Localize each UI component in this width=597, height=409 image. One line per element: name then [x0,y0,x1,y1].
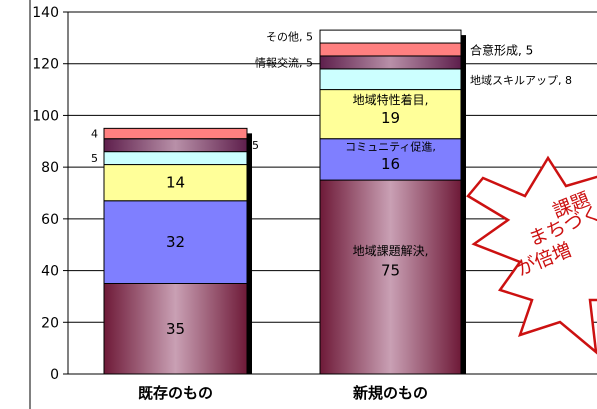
bar-shadow [247,133,252,374]
data-label: 合意形成, 5 [470,42,533,57]
bar-segment [319,68,462,91]
y-axis: 0 20 40 60 80 100 120 140 [29,0,69,409]
data-label: 14 [166,174,185,192]
y-tick-label: 80 [41,160,59,176]
data-label: 地域スキルアップ, 8 [470,74,572,87]
y-tick-label: 140 [32,5,59,21]
bar-segment [103,151,248,166]
y-tick-label: 60 [41,212,59,228]
bar-segment [319,42,462,57]
data-label: 地域課題解決, [353,243,429,258]
y-tick-label: 0 [50,367,59,383]
y-tick-label: 120 [32,57,59,73]
data-label: 16 [381,155,400,173]
bar-segment [103,283,248,375]
data-label: 19 [381,109,400,127]
y-tick-label: 20 [41,315,59,331]
y-tick-label: 100 [32,108,59,124]
bar-segment [319,55,462,70]
bar-segment [103,138,248,153]
data-label: 4 [91,128,98,141]
bar-shadow [461,35,466,374]
data-label: 情報交流, 5 [255,55,313,69]
data-label: その他, 5 [266,31,313,44]
data-label: コミュニティ促進, [345,139,436,153]
bar-segment [319,138,462,181]
bar-segment [319,179,462,375]
data-label: 35 [166,320,185,338]
data-label: 5 [91,152,98,165]
y-tick-label: 40 [41,264,59,280]
data-labels: 35 32 14 5 5 4 地域課題解決, 75 コミュニティ促進, 16 地域特性着目, 19 地域… [91,31,572,338]
bar-segment [103,164,248,202]
bars [103,29,466,375]
data-label: 75 [381,262,400,280]
x-tick-label: 新規のもの [353,384,428,402]
bar-segment [103,200,248,284]
bar-segment [319,29,462,44]
x-tick-label: 既存のもの [138,384,213,402]
bar-segment [319,89,462,140]
burst-shape [466,155,597,355]
bar-segment [103,127,248,140]
data-label: 地域特性着目, [353,92,429,107]
x-axis: 既存のもの 新規のもの [138,384,428,402]
data-label: 32 [166,233,185,251]
data-label: 5 [252,139,259,152]
